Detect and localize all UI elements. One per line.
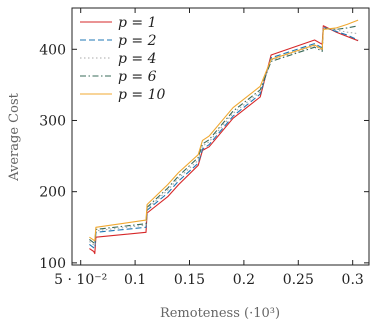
- x-tick-label-2: 0.15: [174, 272, 205, 288]
- plot-frame: [71, 7, 370, 266]
- x-tick-label-5: 0.3: [342, 272, 364, 288]
- ticks-group: 5 · 10⁻² 0.1 0.15 0.2 0.25 0.3 100 200 300 400: [39, 8, 369, 288]
- legend-label-2: p = 4: [118, 51, 157, 67]
- legend-label-3: p = 6: [118, 69, 157, 85]
- series-line-3: [89, 25, 359, 245]
- y-tick-label-1: 200: [39, 185, 66, 201]
- y-tick-label-2: 300: [39, 113, 66, 129]
- legend-label-1: p = 2: [118, 33, 157, 49]
- x-tick-label-4: 0.25: [283, 272, 314, 288]
- series-line-2: [89, 27, 359, 247]
- x-axis-label: Remoteness (·10³): [160, 306, 280, 321]
- plot-area: 5 · 10⁻² 0.1 0.15 0.2 0.25 0.3 100 200 300 400: [39, 7, 370, 288]
- legend-label-0: p = 1: [118, 15, 157, 31]
- x-tick-label-0: 5 · 10⁻²: [54, 272, 107, 288]
- legend: p = 1 p = 2 p = 4 p = 6 p = 10: [80, 15, 166, 103]
- legend-label-4: p = 10: [118, 87, 166, 103]
- series-group: [89, 19, 359, 255]
- x-tick-label-1: 0.1: [124, 272, 146, 288]
- series-line-4: [89, 19, 359, 242]
- y-axis-label: Average Cost: [7, 92, 22, 181]
- y-tick-label-0: 100: [39, 256, 66, 272]
- y-tick-label-3: 400: [39, 42, 66, 58]
- series-line-1: [89, 26, 359, 250]
- x-tick-label-3: 0.2: [233, 272, 255, 288]
